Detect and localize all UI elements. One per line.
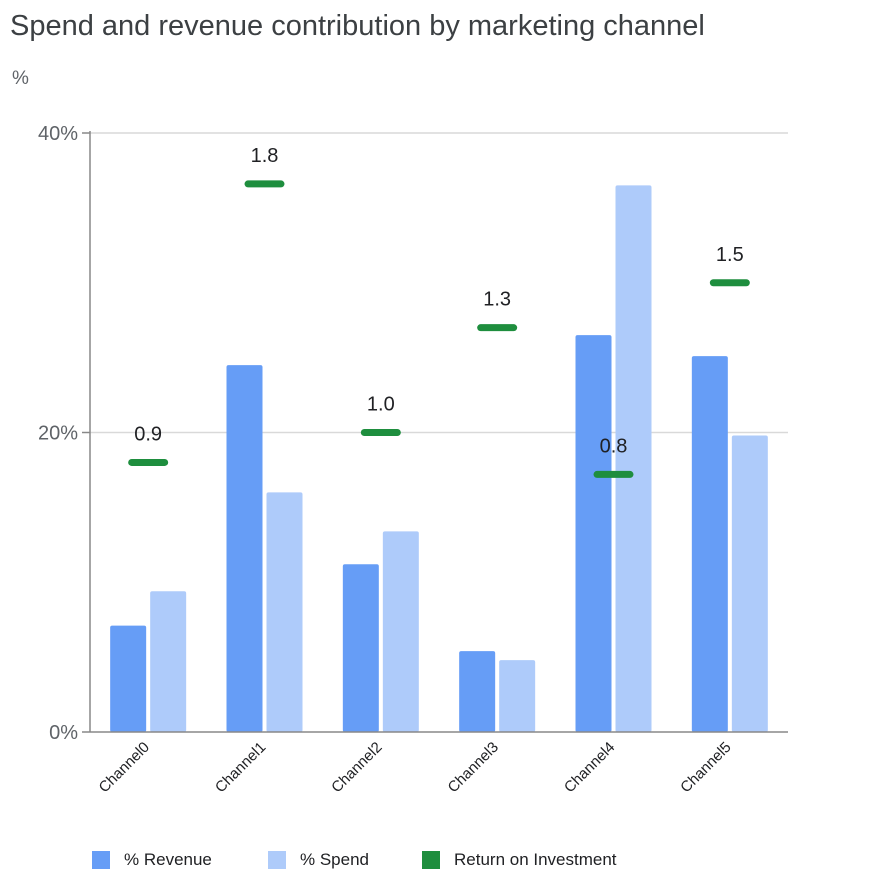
chart-title: Spend and revenue contribution by market… bbox=[10, 10, 705, 42]
bar-revenue bbox=[342, 564, 379, 732]
y-tick-label: 0% bbox=[49, 722, 78, 744]
roi-marker bbox=[593, 470, 634, 478]
roi-data-label: 0.9 bbox=[134, 423, 162, 445]
x-tick-label: Channel4 bbox=[561, 739, 618, 796]
roi-data-label: 1.8 bbox=[251, 145, 279, 167]
legend-swatch-roi bbox=[422, 851, 440, 869]
y-tick-label: 20% bbox=[38, 423, 78, 445]
bar-revenue bbox=[110, 625, 147, 732]
roi-data-label: 1.3 bbox=[483, 289, 511, 311]
legend-label-revenue: % Revenue bbox=[124, 850, 212, 869]
chart-subtitle: % bbox=[12, 68, 29, 89]
bar-spend bbox=[266, 492, 303, 732]
bar-spend bbox=[731, 435, 768, 732]
roi-data-label: 0.8 bbox=[600, 435, 628, 457]
roi-marker bbox=[477, 324, 518, 332]
legend-swatch-revenue bbox=[92, 851, 110, 869]
legend-item-spend[interactable]: % Spend bbox=[268, 850, 369, 870]
legend-label-spend: % Spend bbox=[300, 850, 369, 869]
roi-marker bbox=[360, 429, 401, 436]
legend-item-revenue[interactable]: % Revenue bbox=[92, 850, 212, 870]
chart-plot: 0% 20% 40% 0.9 Channel0 1.8 Channel1 1.0 Channel… bbox=[38, 123, 788, 796]
legend: % Revenue % Spend Return on Investment bbox=[0, 850, 884, 874]
bar-spend bbox=[382, 531, 419, 732]
legend-item-roi[interactable]: Return on Investment bbox=[422, 850, 617, 870]
bar-spend bbox=[499, 660, 536, 732]
roi-marker bbox=[244, 180, 285, 188]
roi-marker bbox=[128, 458, 169, 466]
bar-revenue bbox=[575, 335, 612, 732]
x-tick-label: Channel3 bbox=[445, 739, 502, 796]
bar-spend bbox=[150, 591, 187, 732]
roi-marker bbox=[709, 279, 750, 287]
x-tick-label: Channel5 bbox=[677, 739, 734, 796]
legend-label-roi: Return on Investment bbox=[454, 850, 617, 869]
x-tick-label: Channel0 bbox=[96, 739, 153, 796]
bar-revenue bbox=[691, 356, 728, 732]
bar-revenue bbox=[459, 651, 496, 732]
y-tick-label: 40% bbox=[38, 123, 78, 145]
roi-data-label: 1.0 bbox=[367, 394, 395, 416]
bar-revenue bbox=[226, 365, 263, 732]
legend-swatch-spend bbox=[268, 851, 286, 869]
roi-data-label: 1.5 bbox=[716, 244, 744, 266]
bar-spend bbox=[615, 185, 652, 733]
x-tick-label: Channel2 bbox=[328, 739, 385, 796]
x-tick-label: Channel1 bbox=[212, 739, 269, 796]
